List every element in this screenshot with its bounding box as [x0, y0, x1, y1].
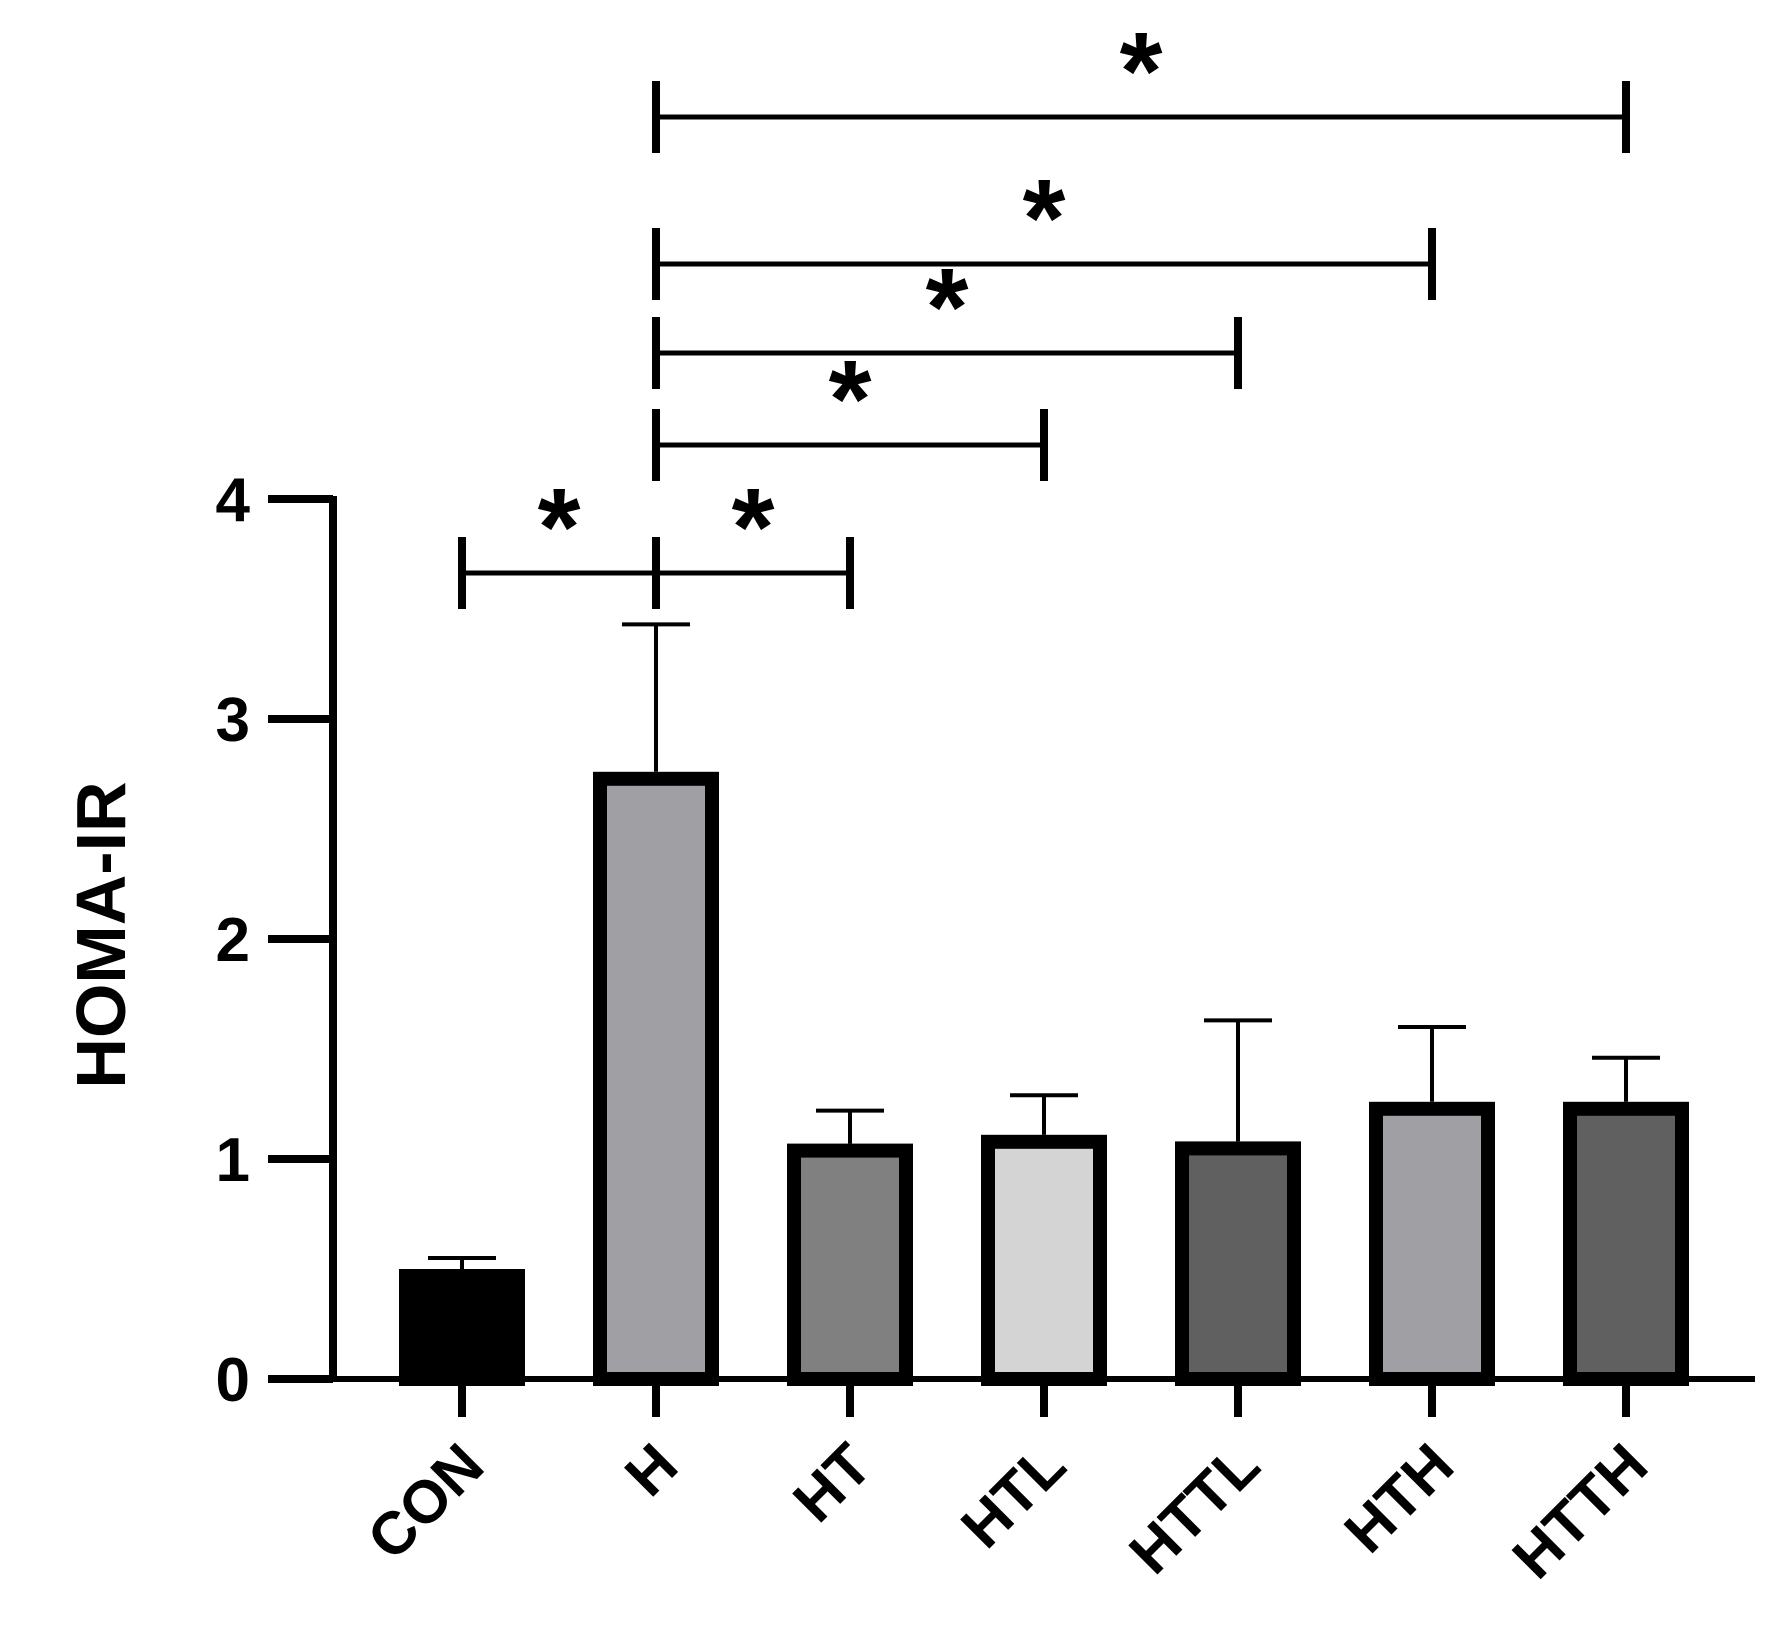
x-tick-label: HTTL — [1116, 1431, 1272, 1587]
bar — [1175, 1141, 1301, 1387]
bar — [1563, 1101, 1689, 1387]
y-axis-label: HOMA-IR — [62, 781, 140, 1088]
x-tick-label: CON — [355, 1431, 497, 1573]
significance-star: * — [829, 338, 872, 461]
y-tick-label: 4 — [216, 466, 251, 535]
significance-star: * — [1120, 10, 1163, 133]
x-tick-label: HTH — [1332, 1431, 1467, 1566]
significance-star: * — [732, 466, 775, 589]
y-tick-label: 3 — [216, 686, 250, 755]
y-tick-label: 0 — [216, 1346, 250, 1415]
y-tick-label: 1 — [216, 1126, 250, 1195]
x-tick-label: HTTH — [1500, 1431, 1660, 1591]
bar — [787, 1143, 913, 1386]
x-tick-label: HTL — [948, 1431, 1078, 1561]
y-tick-label: 2 — [216, 906, 250, 975]
bar — [593, 771, 719, 1386]
bar — [1369, 1101, 1495, 1387]
significance-star: * — [1023, 157, 1066, 280]
x-tick-label: HT — [780, 1431, 884, 1535]
bar — [981, 1134, 1107, 1387]
significance-star: * — [538, 466, 581, 589]
bar — [399, 1269, 525, 1386]
x-tick-label: H — [612, 1431, 690, 1509]
